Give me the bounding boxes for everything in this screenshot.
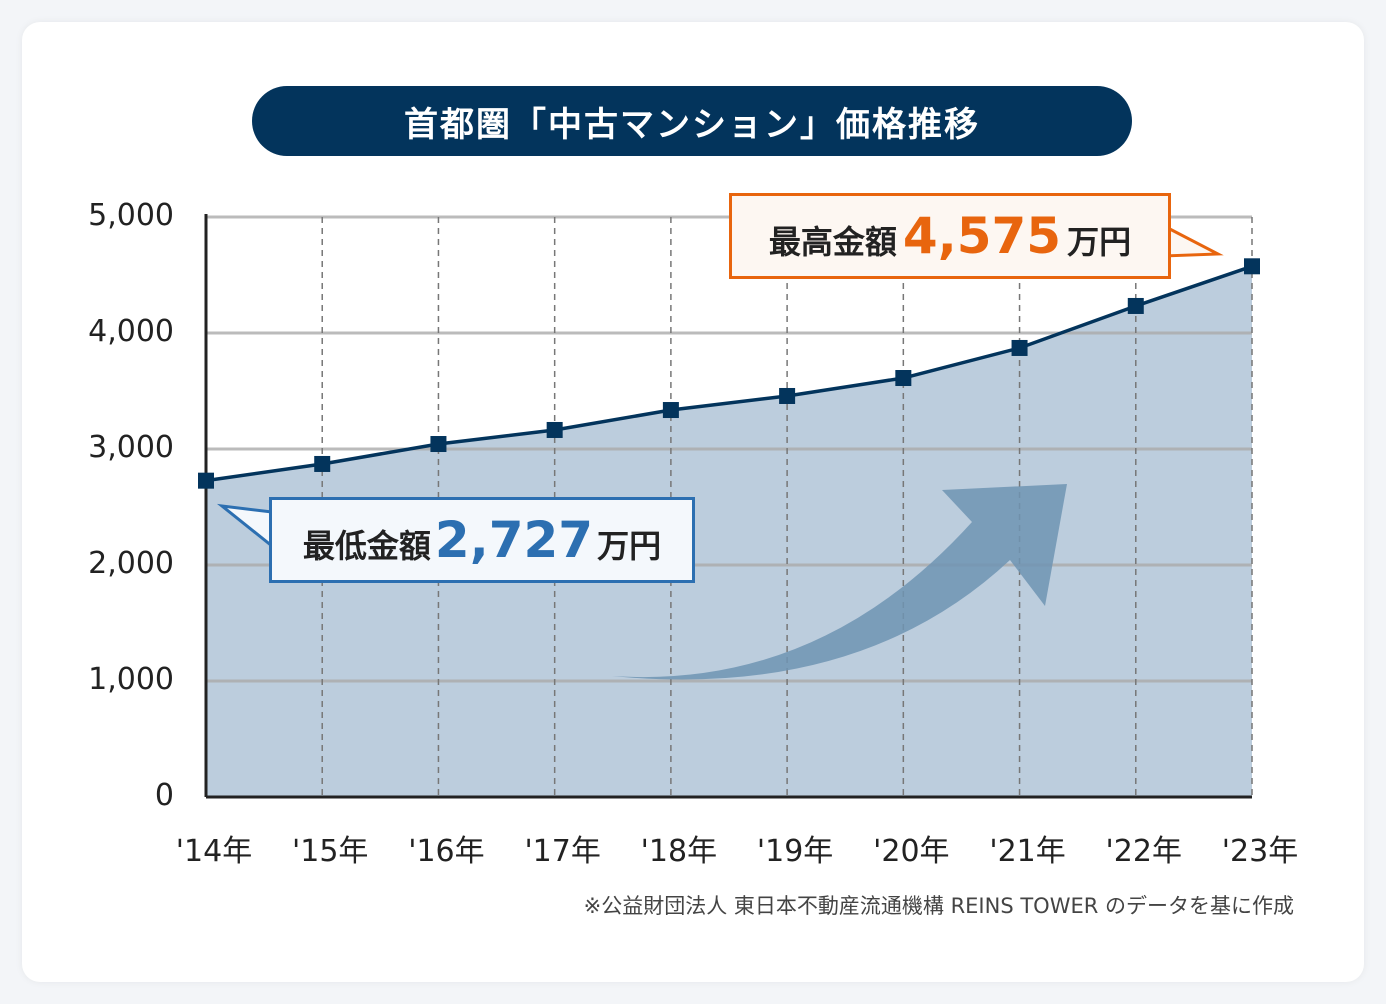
min-unit: 万円: [597, 527, 662, 565]
data-point: [895, 370, 912, 387]
min-label: 最低金額: [302, 527, 431, 565]
min-value: 2,727: [434, 511, 594, 569]
data-point: [314, 455, 331, 472]
x-tick-label: '14年: [175, 834, 253, 869]
y-tick-label: 0: [154, 778, 174, 813]
series-line: [205, 264, 1253, 483]
x-tick-label: '18年: [640, 834, 718, 869]
data-point: [1127, 297, 1144, 314]
max-unit: 万円: [1067, 223, 1132, 261]
data-point: [198, 472, 214, 489]
y-tick-label: 3,000: [88, 430, 174, 465]
x-tick-label: '16年: [408, 834, 485, 869]
x-tick-label: '22年: [1105, 834, 1182, 869]
min-callout: 最低金額 2,727 万円: [269, 497, 695, 583]
max-label: 最高金額: [768, 223, 897, 261]
max-value: 4,575: [902, 207, 1062, 265]
data-point: [430, 436, 447, 453]
y-tick-label: 5,000: [88, 198, 174, 233]
max-callout-tail: [1162, 223, 1224, 258]
x-tick-label: '23年: [1221, 834, 1299, 869]
x-tick-label: '21年: [989, 834, 1066, 869]
data-point: [779, 387, 796, 404]
y-tick-label: 1,000: [88, 662, 174, 697]
x-tick-label: '17年: [524, 834, 601, 869]
source-note: ※公益財団法人 東日本不動産流通機構 REINS TOWER のデータを基に作成: [583, 894, 1294, 918]
area-fill: [206, 266, 1252, 797]
data-point: [662, 402, 679, 419]
data-point: [546, 421, 563, 438]
chart-title: 首都圏「中古マンション」価格推移: [252, 86, 1132, 156]
y-tick-label: 2,000: [88, 546, 174, 581]
max-callout: 最高金額 4,575 万円: [729, 193, 1171, 279]
data-point: [1244, 258, 1260, 275]
data-point: [1011, 339, 1028, 356]
trend-arrow: [612, 484, 1067, 680]
x-tick-label: '19年: [756, 834, 834, 869]
y-tick-label: 4,000: [88, 314, 174, 349]
x-tick-label: '15年: [292, 834, 369, 869]
x-tick-label: '20年: [873, 834, 950, 869]
